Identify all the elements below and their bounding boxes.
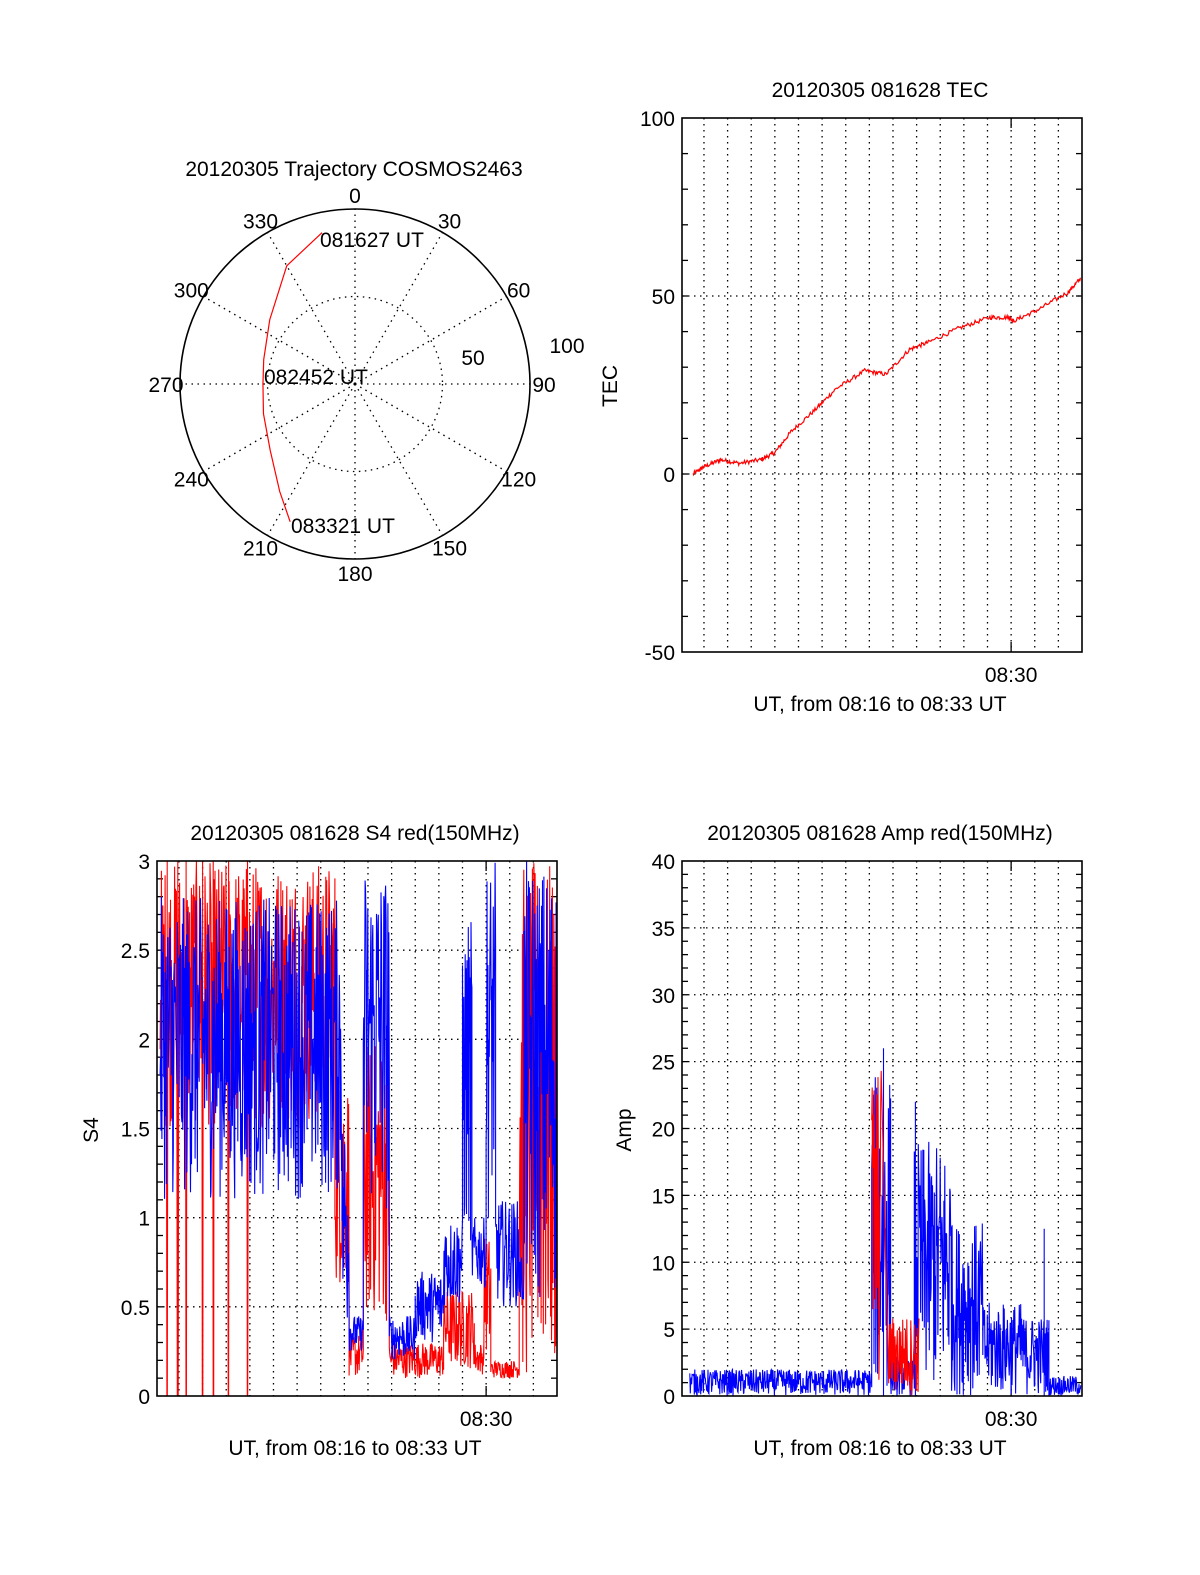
azimuth-label-60: 60: [507, 280, 530, 303]
y-tick-label: 5: [663, 1319, 675, 1342]
polar-outer-ring: [179, 208, 531, 560]
y-tick-label: 20: [652, 1119, 675, 1142]
plot-frame: [681, 860, 1083, 1397]
trajectory-end-label: 083321 UT: [291, 515, 395, 538]
polar-trajectory-panel: 20120305 Trajectory COSMOS2463 0 30 60 90 12…: [148, 158, 584, 586]
polar-spoke-120: [354, 383, 507, 473]
amp-title: 20120305 081628 Amp red(150MHz): [707, 822, 1053, 845]
azimuth-label-300: 300: [174, 280, 209, 303]
amp-ylabel: Amp: [613, 1108, 636, 1151]
azimuth-label-330: 330: [243, 210, 278, 233]
x-tick-label: 08:30: [985, 664, 1038, 687]
series-blue-line: [159, 861, 558, 1360]
azimuth-label-120: 120: [501, 469, 536, 492]
polar-ring-50: [266, 295, 444, 473]
y-tick-label: 3: [138, 851, 150, 874]
amp-xlabel: UT, from 08:16 to 08:33 UT: [753, 1437, 1006, 1460]
azimuth-label-210: 210: [243, 538, 278, 561]
amp-panel: 20120305 081628 Amp red(150MHz) Amp UT, …: [613, 822, 1083, 1460]
y-tick-label: 25: [652, 1052, 675, 1075]
y-tick-label: 10: [652, 1252, 675, 1275]
polar-grid: [180, 209, 530, 559]
y-tick-label: 30: [652, 985, 675, 1008]
azimuth-label-90: 90: [532, 374, 555, 397]
series-tec-line: [692, 277, 1081, 477]
azimuth-label-150: 150: [432, 538, 467, 561]
y-tick-label: 1: [138, 1208, 150, 1231]
tec-ylabel: TEC: [599, 365, 622, 407]
x-tick-label: 08:30: [985, 1408, 1038, 1431]
plot-frame: [681, 117, 1083, 653]
x-tick-label: 08:30: [460, 1408, 513, 1431]
y-tick-label: 35: [652, 918, 675, 941]
s4-xlabel: UT, from 08:16 to 08:33 UT: [228, 1437, 481, 1460]
y-tick-label: 2.5: [121, 940, 150, 963]
s4-ylabel: S4: [80, 1117, 103, 1143]
y-tick-label: 0: [663, 464, 675, 487]
azimuth-label-270: 270: [148, 374, 183, 397]
polar-spoke-330: [266, 232, 356, 385]
tec-panel: 20120305 081628 TEC TEC UT, from 08:16 t…: [599, 79, 1083, 716]
y-tick-label: 0: [138, 1386, 150, 1409]
series-red-line: [871, 1070, 920, 1396]
polar-title: 20120305 Trajectory COSMOS2463: [185, 158, 522, 181]
polar-radius-label-50: 50: [461, 347, 484, 370]
y-tick-label: -50: [645, 642, 675, 665]
y-tick-label: 2: [138, 1029, 150, 1052]
azimuth-label-0: 0: [349, 185, 361, 208]
y-tick-label: 0.5: [121, 1297, 150, 1320]
polar-spoke-210: [266, 383, 356, 536]
trajectory-mid-label: 082452 UT: [264, 366, 368, 389]
s4-title: 20120305 081628 S4 red(150MHz): [190, 822, 519, 845]
polar-radius-label-100: 100: [549, 335, 584, 358]
y-tick-label: 100: [640, 108, 675, 131]
y-tick-label: 0: [663, 1386, 675, 1409]
y-tick-label: 50: [652, 286, 675, 309]
tec-xlabel: UT, from 08:16 to 08:33 UT: [753, 693, 1006, 716]
polar-spoke-60: [354, 295, 507, 385]
y-tick-label: 40: [652, 851, 675, 874]
azimuth-label-30: 30: [438, 210, 461, 233]
trajectory-line: [262, 232, 323, 522]
s4-panel: 20120305 081628 S4 red(150MHz) S4 UT, fr…: [80, 822, 558, 1460]
plot-frame: [156, 860, 558, 1397]
y-tick-label: 1.5: [121, 1119, 150, 1142]
y-tick-label: 15: [652, 1185, 675, 1208]
trajectory-start-label: 081627 UT: [320, 229, 424, 252]
polar-azimuth-labels: 0 30 60 90 120 150 180 210 240 270 300 330: [148, 185, 555, 586]
azimuth-label-180: 180: [337, 563, 372, 586]
tec-title: 20120305 081628 TEC: [772, 79, 989, 102]
azimuth-label-240: 240: [174, 469, 209, 492]
